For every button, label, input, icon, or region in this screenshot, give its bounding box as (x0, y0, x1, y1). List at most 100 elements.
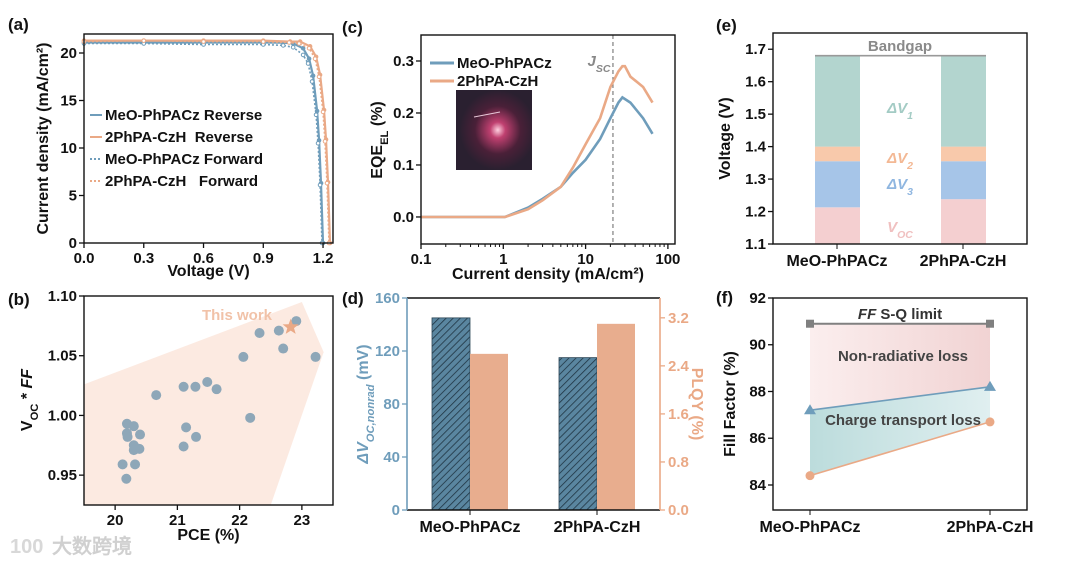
label-part: EL (379, 130, 391, 144)
y-tick-label: 0.2 (393, 105, 414, 122)
y-tick-label: 40 (383, 449, 400, 466)
jv-marker (300, 52, 306, 58)
y-tick-label: 1.6 (668, 406, 689, 423)
y-tick-label: 86 (749, 430, 766, 447)
voltage-loss-segment (815, 161, 860, 208)
plot-frame-c (420, 34, 676, 245)
x-axis-title: Voltage (V) (167, 263, 249, 280)
legend-entry: MeO-PhPACz Reverse (105, 107, 262, 124)
x-tick-label: 0.0 (74, 250, 95, 267)
y-axis-title: Voltage (V) (717, 97, 734, 179)
jv-marker (201, 39, 206, 44)
sq-limit-label: FF S-Q limit (858, 306, 942, 323)
scatter-point (121, 473, 132, 484)
y-axis-title: Current density (mA/cm²) (35, 42, 52, 234)
legend-entry: MeO-PhPACz (457, 55, 552, 72)
y-tick-label: 84 (749, 477, 766, 494)
segment-label: VOC (887, 219, 913, 241)
y-tick-label: 0.8 (668, 454, 689, 471)
label-part: V (887, 219, 899, 236)
ff-line (809, 421, 991, 477)
panel-label: (f) (716, 288, 733, 307)
y-tick-label: 90 (749, 337, 766, 354)
x-tick-label: 0.3 (133, 250, 154, 267)
bandgap-label: Bandgap (868, 38, 932, 55)
label-part: V (19, 420, 36, 431)
jv-marker (324, 180, 330, 186)
scatter-point (117, 459, 128, 470)
y-tick-label: 1.5 (745, 106, 766, 123)
label-part: OC (29, 404, 41, 421)
voltage-loss-segment (815, 55, 860, 147)
label-part: EQE (369, 145, 386, 179)
label-part: (%) (369, 101, 386, 130)
voltage-loss-segment (941, 146, 986, 162)
plot-frame-e (772, 32, 1028, 245)
y-axis-title: ΔVOC,nonrad (mV) (355, 344, 377, 464)
y-tick-label: 0.95 (48, 467, 77, 484)
y-tick-label: 120 (375, 343, 400, 360)
y-tick-label: 0.1 (393, 157, 414, 174)
scatter-point (178, 441, 189, 452)
y-tick-label: 1.4 (745, 139, 767, 156)
x-tick-label: 1 (499, 251, 507, 268)
inset-detail (473, 111, 501, 118)
scatter-point (278, 343, 289, 354)
jv-marker (317, 182, 323, 188)
y-tick-label: 15 (60, 93, 77, 110)
scatter-point (238, 351, 249, 362)
circle-marker (985, 417, 995, 427)
scatter-point (211, 384, 222, 395)
jv-marker (141, 38, 147, 43)
bar-plqy (470, 353, 508, 510)
y-tick-label: 3.2 (668, 310, 689, 327)
eqe-curve (421, 64, 654, 219)
this-work-star-marker (282, 318, 299, 334)
y-tick-label: 1.6 (745, 74, 766, 91)
scatter-point (128, 445, 139, 456)
jv-marker (306, 45, 312, 51)
scatter-point (202, 376, 213, 387)
y-tick-label: 0.0 (393, 209, 414, 226)
y-tick-label: 5 (69, 188, 77, 205)
jv-marker (312, 56, 318, 62)
scatter-point (135, 429, 146, 440)
category-label: MeO-PhPACz (786, 253, 887, 270)
jv-marker (316, 74, 322, 80)
label-part: 2 (906, 160, 913, 172)
x-tick-label: 1.2 (313, 250, 334, 267)
panel-label: (a) (8, 15, 29, 34)
watermark-text: 大数跨境 (52, 534, 132, 558)
scatter-point (191, 431, 202, 442)
bar-voc-nonrad (558, 357, 598, 511)
y-tick-label: 0.3 (393, 53, 414, 70)
x-tick-label: 21 (169, 512, 186, 529)
label-part: * (19, 388, 36, 403)
y-tick-label: 1.7 (745, 41, 766, 58)
panel-label: (d) (342, 289, 364, 308)
plot-frame-a (83, 33, 334, 244)
y-axis-title: EQEEL (%) (369, 101, 391, 178)
category-label: MeO-PhPACz (759, 519, 860, 536)
triangle-marker (984, 380, 996, 391)
y-tick-label: 1.3 (745, 171, 766, 188)
jv-marker (306, 56, 312, 62)
scatter-point (245, 412, 256, 423)
panel-label: (e) (716, 16, 737, 35)
this-work-region (84, 301, 324, 505)
y-tick-label: 0 (392, 502, 400, 519)
label-part: 3 (907, 186, 913, 198)
label-part: (mV) (355, 344, 372, 384)
scatter-point (178, 381, 189, 392)
y-tick-label: 0.0 (668, 502, 689, 519)
x-tick-label: 100 (655, 251, 680, 268)
label-part: ΔV (886, 150, 909, 167)
panel-label: (b) (8, 290, 30, 309)
y-tick-label: 1.10 (48, 288, 77, 305)
x-tick-label: 20 (107, 512, 124, 529)
y-axis-title: VOC * FF (19, 368, 41, 431)
x-axis-title: Current density (mA/cm²) (452, 266, 644, 283)
el-device-photo-inset (456, 90, 532, 170)
y-tick-label: 20 (60, 45, 77, 62)
